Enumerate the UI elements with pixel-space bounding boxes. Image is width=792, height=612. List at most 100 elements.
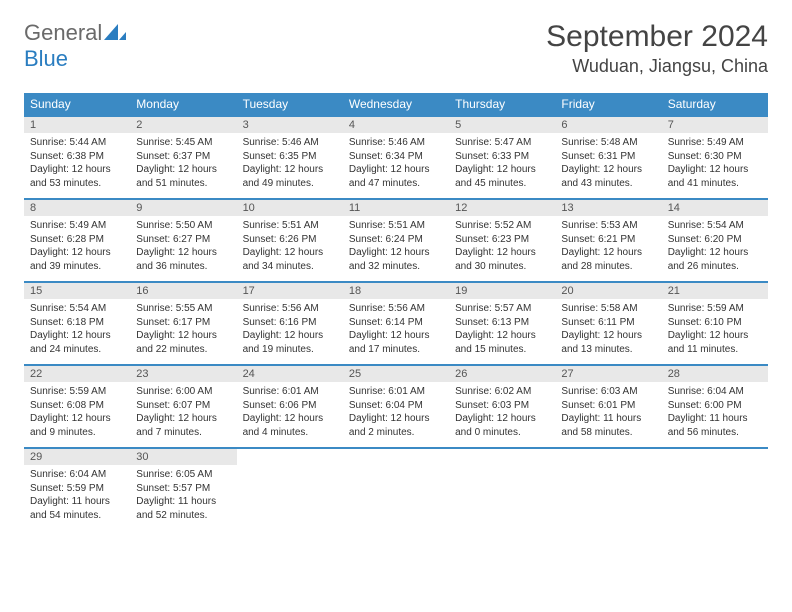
sunrise-line: Sunrise: 5:47 AM	[455, 136, 549, 150]
sunrise-line: Sunrise: 5:46 AM	[349, 136, 443, 150]
day-detail-cell: Sunrise: 5:49 AMSunset: 6:30 PMDaylight:…	[662, 133, 768, 199]
weekday-header-row: Sunday Monday Tuesday Wednesday Thursday…	[24, 93, 768, 116]
sunset-line: Sunset: 6:34 PM	[349, 150, 443, 164]
day-number-cell: 2	[130, 116, 236, 133]
sunrise-line: Sunrise: 5:54 AM	[668, 219, 762, 233]
weekday-header: Saturday	[662, 93, 768, 116]
logo: GeneralBlue	[24, 20, 126, 72]
day-number-cell: 1	[24, 116, 130, 133]
sunset-line: Sunset: 6:37 PM	[136, 150, 230, 164]
daylight-line: Daylight: 12 hours and 43 minutes.	[561, 163, 655, 190]
day-detail-cell	[343, 465, 449, 530]
daylight-line: Daylight: 12 hours and 24 minutes.	[30, 329, 124, 356]
sunset-line: Sunset: 6:28 PM	[30, 233, 124, 247]
sunrise-line: Sunrise: 5:46 AM	[243, 136, 337, 150]
day-detail-cell: Sunrise: 5:49 AMSunset: 6:28 PMDaylight:…	[24, 216, 130, 282]
day-number-cell: 14	[662, 199, 768, 216]
daylight-line: Daylight: 12 hours and 45 minutes.	[455, 163, 549, 190]
sunset-line: Sunset: 6:16 PM	[243, 316, 337, 330]
weekday-header: Friday	[555, 93, 661, 116]
day-detail-row: Sunrise: 5:44 AMSunset: 6:38 PMDaylight:…	[24, 133, 768, 199]
sunrise-line: Sunrise: 5:52 AM	[455, 219, 549, 233]
sunrise-line: Sunrise: 5:59 AM	[30, 385, 124, 399]
title-block: September 2024 Wuduan, Jiangsu, China	[546, 20, 768, 77]
day-number-cell: 28	[662, 365, 768, 382]
day-detail-cell: Sunrise: 5:54 AMSunset: 6:20 PMDaylight:…	[662, 216, 768, 282]
day-detail-cell: Sunrise: 5:51 AMSunset: 6:26 PMDaylight:…	[237, 216, 343, 282]
daylight-line: Daylight: 12 hours and 41 minutes.	[668, 163, 762, 190]
day-detail-cell: Sunrise: 5:56 AMSunset: 6:16 PMDaylight:…	[237, 299, 343, 365]
calendar-body: 1234567Sunrise: 5:44 AMSunset: 6:38 PMDa…	[24, 116, 768, 530]
day-detail-row: Sunrise: 5:59 AMSunset: 6:08 PM Daylight:…	[24, 382, 768, 448]
day-number-cell: 12	[449, 199, 555, 216]
daylight-line: Daylight: 12 hours and 2 minutes.	[349, 412, 443, 439]
day-detail-cell: Sunrise: 6:01 AMSunset: 6:04 PMDaylight:…	[343, 382, 449, 448]
sunrise-line: Sunrise: 5:50 AM	[136, 219, 230, 233]
day-number-row: 891011121314	[24, 199, 768, 216]
day-number-cell: 3	[237, 116, 343, 133]
day-detail-cell: Sunrise: 6:05 AMSunset: 5:57 PMDaylight:…	[130, 465, 236, 530]
day-number-cell: 22	[24, 365, 130, 382]
day-number-cell	[662, 448, 768, 465]
daylight-line: Daylight: 11 hours and 58 minutes.	[561, 412, 655, 439]
sunset-line: Sunset: 6:13 PM	[455, 316, 549, 330]
day-number-cell: 6	[555, 116, 661, 133]
sunset-line: Sunset: 6:17 PM	[136, 316, 230, 330]
weekday-header: Wednesday	[343, 93, 449, 116]
sunrise-line: Sunrise: 5:51 AM	[243, 219, 337, 233]
sunset-line: Sunset: 6:20 PM	[668, 233, 762, 247]
daylight-line: Daylight: 12 hours and 51 minutes.	[136, 163, 230, 190]
weekday-header: Monday	[130, 93, 236, 116]
day-detail-cell: Sunrise: 6:04 AMSunset: 6:00 PMDaylight:…	[662, 382, 768, 448]
sunrise-line: Sunrise: 6:02 AM	[455, 385, 549, 399]
day-detail-cell: Sunrise: 6:03 AMSunset: 6:01 PMDaylight:…	[555, 382, 661, 448]
day-detail-row: Sunrise: 5:54 AMSunset: 6:18 PMDaylight:…	[24, 299, 768, 365]
sunset-line: Sunset: 6:23 PM	[455, 233, 549, 247]
day-detail-cell: Sunrise: 5:59 AMSunset: 6:10 PMDaylight:…	[662, 299, 768, 365]
daylight-line: Daylight: 12 hours and 0 minutes.	[455, 412, 549, 439]
logo-text: GeneralBlue	[24, 20, 126, 72]
sunset-line: Sunset: 6:01 PM	[561, 399, 655, 413]
sunset-line: Sunset: 6:11 PM	[561, 316, 655, 330]
sunset-line: Sunset: 6:03 PM	[455, 399, 549, 413]
day-number-cell	[343, 448, 449, 465]
day-number-cell	[449, 448, 555, 465]
day-detail-cell: Sunrise: 5:50 AMSunset: 6:27 PMDaylight:…	[130, 216, 236, 282]
day-detail-cell: Sunrise: 6:04 AMSunset: 5:59 PMDaylight:…	[24, 465, 130, 530]
day-number-row: 1234567	[24, 116, 768, 133]
sunrise-line: Sunrise: 5:57 AM	[455, 302, 549, 316]
sunset-line: Sunset: 6:04 PM	[349, 399, 443, 413]
day-number-cell: 13	[555, 199, 661, 216]
sunset-line: Sunset: 6:08 PM	[30, 399, 124, 413]
sunrise-line: Sunrise: 5:49 AM	[668, 136, 762, 150]
day-number-row: 15161718192021	[24, 282, 768, 299]
day-detail-cell: Sunrise: 5:53 AMSunset: 6:21 PMDaylight:…	[555, 216, 661, 282]
location: Wuduan, Jiangsu, China	[546, 56, 768, 77]
day-number-cell: 5	[449, 116, 555, 133]
month-title: September 2024	[546, 20, 768, 54]
sunrise-line: Sunrise: 5:56 AM	[243, 302, 337, 316]
sunrise-line: Sunrise: 5:53 AM	[561, 219, 655, 233]
day-detail-cell: Sunrise: 5:46 AMSunset: 6:34 PMDaylight:…	[343, 133, 449, 199]
day-number-cell: 7	[662, 116, 768, 133]
logo-sail-icon	[104, 20, 126, 46]
weekday-header: Sunday	[24, 93, 130, 116]
day-detail-row: Sunrise: 5:49 AMSunset: 6:28 PMDaylight:…	[24, 216, 768, 282]
daylight-line: Daylight: 12 hours and 22 minutes.	[136, 329, 230, 356]
day-number-cell: 10	[237, 199, 343, 216]
sunset-line: Sunset: 6:21 PM	[561, 233, 655, 247]
header: GeneralBlue September 2024 Wuduan, Jiang…	[24, 20, 768, 77]
sunrise-line: Sunrise: 5:51 AM	[349, 219, 443, 233]
day-detail-cell: Sunrise: 5:45 AMSunset: 6:37 PMDaylight:…	[130, 133, 236, 199]
day-detail-cell: Sunrise: 5:57 AMSunset: 6:13 PMDaylight:…	[449, 299, 555, 365]
sunrise-line: Sunrise: 5:58 AM	[561, 302, 655, 316]
day-detail-cell	[449, 465, 555, 530]
day-detail-cell: Sunrise: 5:52 AMSunset: 6:23 PMDaylight:…	[449, 216, 555, 282]
day-number-cell: 18	[343, 282, 449, 299]
weekday-header: Thursday	[449, 93, 555, 116]
sunset-line: Sunset: 6:00 PM	[668, 399, 762, 413]
day-detail-cell: Sunrise: 5:56 AMSunset: 6:14 PMDaylight:…	[343, 299, 449, 365]
daylight-line: Daylight: 12 hours and 39 minutes.	[30, 246, 124, 273]
day-detail-cell: Sunrise: 6:02 AMSunset: 6:03 PMDaylight:…	[449, 382, 555, 448]
daylight-line: Daylight: 11 hours and 52 minutes.	[136, 495, 230, 522]
